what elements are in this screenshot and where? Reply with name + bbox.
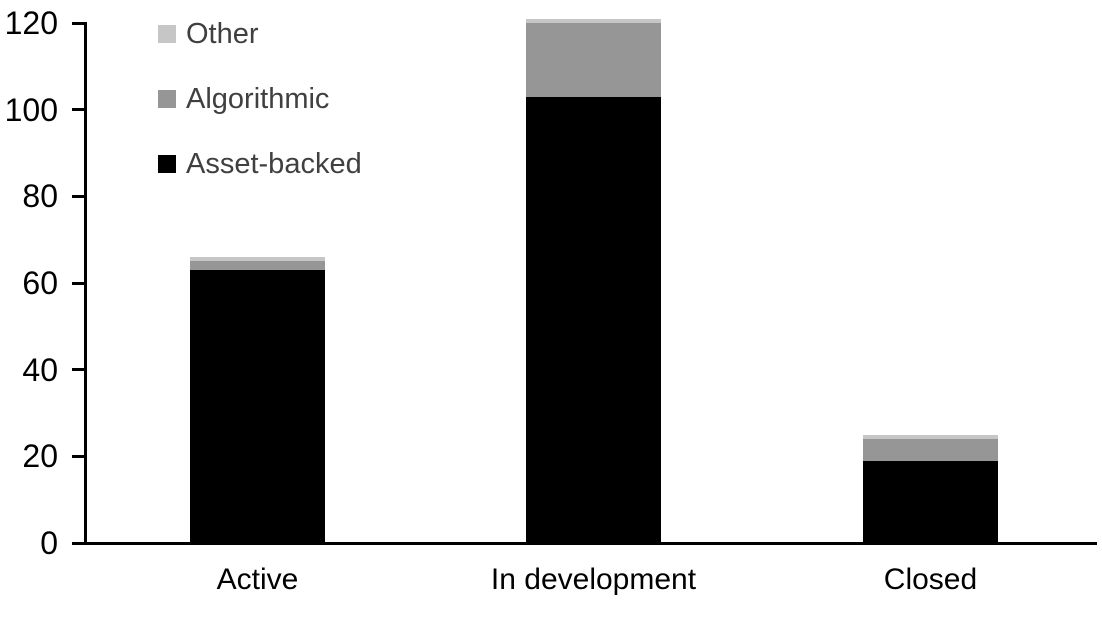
legend-item-algorithmic: Algorithmic	[158, 81, 329, 117]
bar-active-segment-asset-backed	[190, 270, 325, 543]
legend-label-algorithmic: Algorithmic	[186, 83, 330, 115]
legend-item-asset-backed: Asset-backed	[158, 146, 362, 182]
legend-swatch-asset-backed	[158, 155, 176, 173]
x-axis-label-in-development: In development	[490, 563, 697, 596]
bar-closed-segment-asset-backed	[863, 460, 998, 543]
legend-label-other: Other	[186, 18, 259, 50]
y-tick-mark-0	[72, 541, 85, 545]
x-axis-line	[84, 542, 1097, 545]
bar-active-segment-algorithmic	[190, 261, 325, 270]
bar-closed-segment-algorithmic	[863, 439, 998, 461]
bar-active-segment-other	[190, 257, 325, 262]
y-tick-label-120: 120	[4, 5, 58, 41]
bar-closed-segment-other	[863, 434, 998, 439]
x-axis-label-active: Active	[216, 563, 299, 596]
y-tick-label-100: 100	[4, 91, 58, 128]
bar-in-development-segment-algorithmic	[526, 23, 661, 97]
y-tick-mark-60	[72, 281, 85, 285]
y-tick-mark-120	[72, 21, 85, 25]
legend-swatch-other	[158, 25, 176, 43]
y-tick-label-60: 60	[22, 265, 58, 301]
bar-in-development-segment-asset-backed	[526, 96, 661, 543]
y-tick-label-0: 0	[40, 525, 58, 561]
y-tick-label-20: 20	[22, 438, 58, 475]
y-tick-mark-20	[72, 454, 85, 458]
legend-item-other: Other	[158, 16, 259, 52]
y-tick-mark-100	[72, 108, 85, 112]
y-tick-label-40: 40	[22, 351, 58, 388]
y-axis-line	[84, 22, 87, 545]
x-axis-label-closed: Closed	[883, 563, 978, 596]
y-tick-mark-80	[72, 194, 85, 198]
legend-label-asset-backed: Asset-backed	[186, 148, 362, 180]
bar-in-development-segment-other	[526, 18, 661, 23]
y-tick-label-80: 80	[22, 178, 58, 215]
legend-swatch-algorithmic	[158, 90, 176, 108]
y-tick-mark-40	[72, 368, 85, 372]
